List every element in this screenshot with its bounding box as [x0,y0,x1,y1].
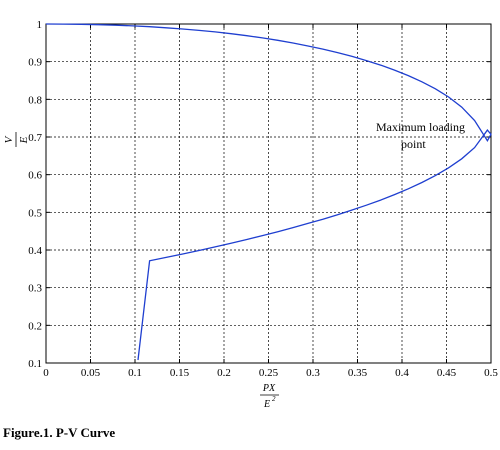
annotation-line-1: Maximum loading [376,120,465,134]
x-tick-label: 0.3 [306,367,320,379]
y-axis-label-numerator: V [3,135,15,143]
pv-curve-line [45,23,492,361]
figure-caption: Figure.1. P-V Curve [3,425,116,440]
y-axis-label-denominator: E [18,136,30,144]
x-tick-label: 0.25 [259,367,279,379]
y-tick-label: 0.6 [28,170,42,182]
x-tick-label: 0.15 [170,367,190,379]
x-tick-label: 0.4 [395,367,409,379]
x-tick-label: 0.1 [128,367,142,379]
y-tick-label: 0.2 [28,320,42,332]
x-tick-label: 0.35 [348,367,368,379]
y-tick-label: 0.5 [28,207,42,219]
x-axis-label-numerator: PX [262,383,276,394]
grid [46,24,491,363]
x-tick-label: 0.5 [484,367,498,379]
y-tick-label: 0.9 [28,57,42,69]
y-tick-label: 0.1 [28,358,42,370]
x-tick-label: 0.2 [217,367,231,379]
x-axis-label-superscript: 2 [272,395,276,403]
ticks [45,23,492,364]
y-tick-label: 1 [37,19,43,31]
y-tick-label: 0.4 [28,245,42,257]
y-tick-label: 0.7 [28,132,42,144]
y-tick-label: 0.8 [28,94,42,106]
y-tick-label: 0.3 [28,283,42,295]
y-axis-label: V E [3,132,30,147]
annotation-line-2: point [401,137,426,151]
x-tick-label: 0.45 [437,367,457,379]
x-tick-labels: 0 0.05 0.1 0.15 0.2 0.25 0.3 0.35 0.4 0.45 0.5 [43,367,498,379]
y-tick-labels: 0.1 0.2 0.3 0.4 0.5 0.6 0.7 0.8 0.9 1 [28,19,42,370]
x-tick-label: 0 [43,367,49,379]
x-axis-label-denominator: E [263,399,270,410]
x-tick-label: 0.05 [81,367,101,379]
x-axis-label: PX E 2 [260,383,279,410]
